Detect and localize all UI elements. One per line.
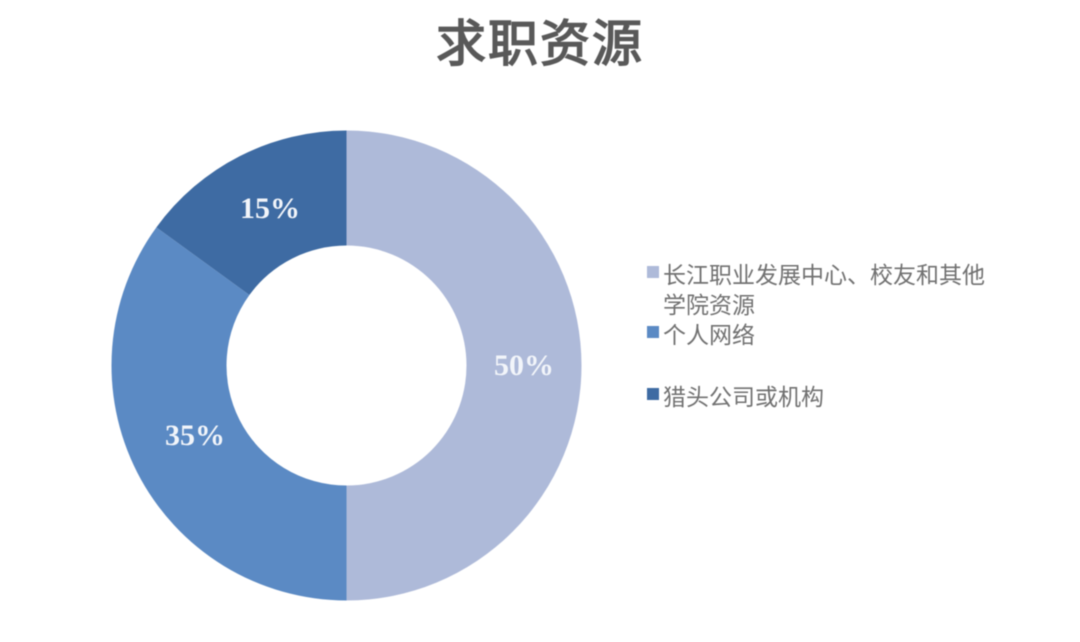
svg-text:35%: 35% [165, 419, 225, 452]
svg-text:50%: 50% [494, 349, 554, 382]
svg-text:15%: 15% [240, 192, 300, 225]
